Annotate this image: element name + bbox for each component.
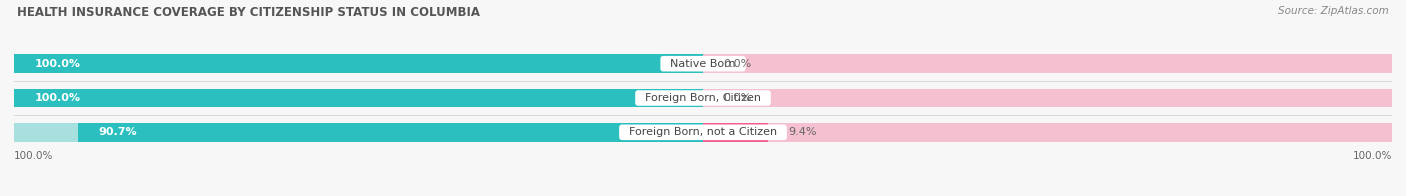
Text: 100.0%: 100.0% — [14, 151, 53, 161]
Bar — [14, 89, 703, 107]
Bar — [768, 123, 1392, 142]
Text: HEALTH INSURANCE COVERAGE BY CITIZENSHIP STATUS IN COLUMBIA: HEALTH INSURANCE COVERAGE BY CITIZENSHIP… — [17, 6, 479, 19]
Bar — [703, 89, 1392, 107]
Text: 0.0%: 0.0% — [724, 93, 752, 103]
Bar — [14, 123, 79, 142]
Text: 9.4%: 9.4% — [789, 127, 817, 137]
Text: 0.0%: 0.0% — [724, 59, 752, 69]
Bar — [703, 54, 1392, 73]
Bar — [703, 123, 768, 142]
Text: Foreign Born, Citizen: Foreign Born, Citizen — [638, 93, 768, 103]
Text: 90.7%: 90.7% — [98, 127, 138, 137]
Bar — [14, 54, 703, 73]
Text: Source: ZipAtlas.com: Source: ZipAtlas.com — [1278, 6, 1389, 16]
Text: 100.0%: 100.0% — [35, 59, 80, 69]
Text: Native Born: Native Born — [664, 59, 742, 69]
Bar — [14, 89, 1392, 107]
Bar — [14, 54, 1392, 73]
Text: Foreign Born, not a Citizen: Foreign Born, not a Citizen — [621, 127, 785, 137]
Text: 100.0%: 100.0% — [1353, 151, 1392, 161]
Bar — [14, 123, 1392, 142]
Bar — [79, 123, 703, 142]
Text: 100.0%: 100.0% — [35, 93, 80, 103]
